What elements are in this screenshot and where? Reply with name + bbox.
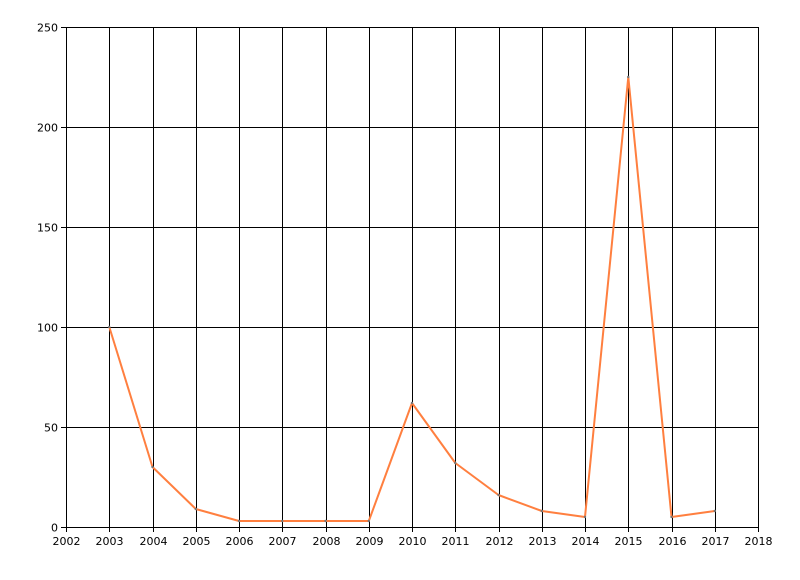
data-point [497,493,500,497]
x-tick-label: 2009 [356,535,384,548]
x-tick-label: 2006 [226,535,254,548]
data-point [151,465,154,469]
x-tick-label: 2003 [96,535,124,548]
data-point [627,75,630,79]
x-tick-label: 2004 [140,535,168,548]
x-tick-label: 2017 [702,535,730,548]
data-point [237,519,241,523]
y-tick-label: 250 [37,22,58,35]
data-point [194,507,197,511]
data-point [108,325,111,329]
data-point [281,519,284,523]
y-tick-label: 0 [51,522,58,535]
x-tick-label: 2010 [399,535,427,548]
data-point [670,515,673,519]
x-tick-label: 2011 [442,535,470,548]
x-tick-label: 2008 [313,535,341,548]
grid [61,27,759,532]
data-point [454,461,457,465]
data-point [324,519,327,523]
data-point [410,401,414,405]
x-tick-label: 2007 [269,535,297,548]
x-tick-label: 2002 [53,535,81,548]
x-tick-label: 2018 [745,535,773,548]
y-tick-label: 50 [44,422,58,435]
data-point [367,519,370,523]
x-tick-label: 2014 [572,535,600,548]
x-tick-label: 2016 [659,535,687,548]
data-point [540,509,543,513]
x-tick-label: 2015 [615,535,643,548]
x-tick-label: 2013 [529,535,557,548]
y-tick-label: 100 [37,322,58,335]
y-tick-label: 200 [37,122,58,135]
y-tick-label: 150 [37,222,58,235]
x-axis: 2002 2003 2004 2005 2006 2007 2008 2009 2010 2011… [53,535,773,548]
series-lines [108,75,716,523]
data-point [583,515,587,519]
x-tick-label: 2005 [183,535,211,548]
data-point [713,509,716,513]
x-tick-label: 2012 [486,535,514,548]
y-axis: 0 50 100 150 200 250 [37,22,58,535]
